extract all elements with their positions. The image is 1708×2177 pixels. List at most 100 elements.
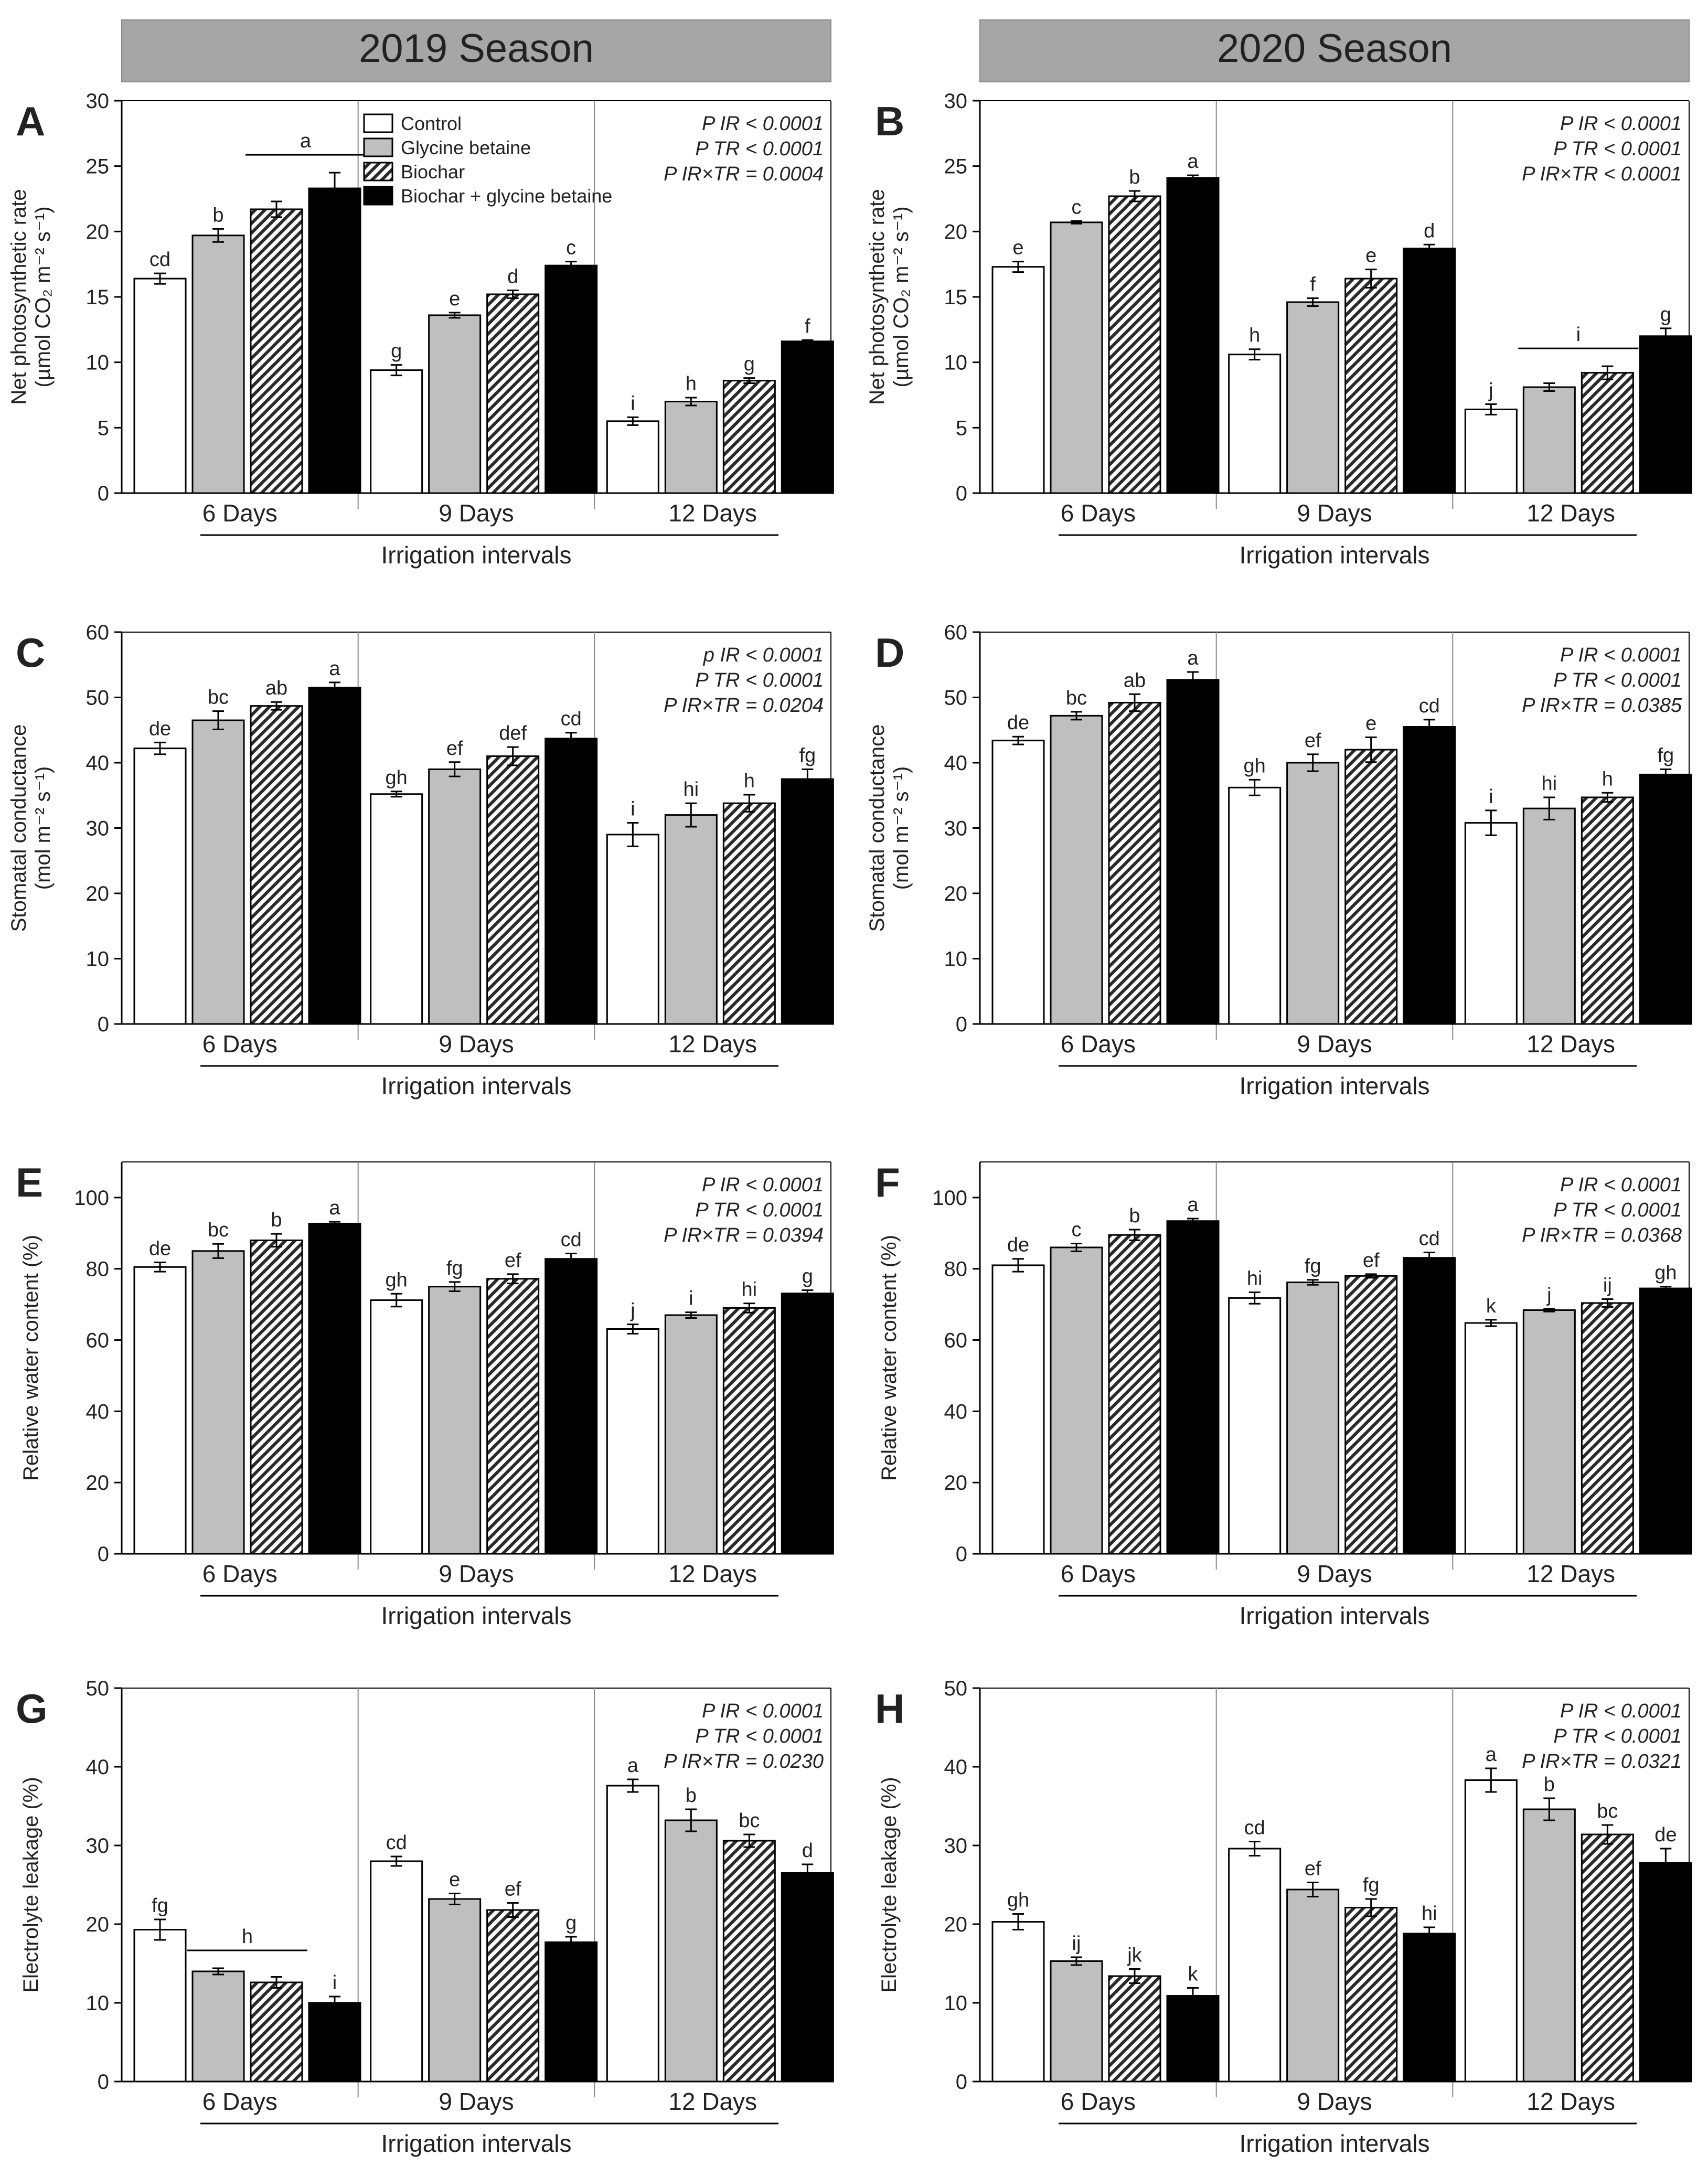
panel-c-bar — [191, 719, 245, 1025]
panel-c-sig-letter: a — [329, 658, 340, 680]
panel-b-sig-letter: e — [1012, 237, 1023, 259]
panel-d-sig-letter: fg — [1657, 744, 1674, 766]
panel-b-y-tick-label: 20 — [944, 220, 968, 243]
panel-d-y-axis-title: Stomatal conductance — [866, 724, 889, 932]
panel-f-y-tick-label: 100 — [932, 1187, 967, 1210]
panel-g-y-tick-label: 10 — [86, 1992, 110, 2015]
panel-b-bar — [1581, 372, 1634, 494]
panel-c-sig-letter: fg — [799, 744, 816, 766]
panel-b-bar — [1228, 354, 1282, 494]
panel-a-bar — [370, 369, 423, 494]
panel-g-y-tick-label: 40 — [86, 1756, 110, 1779]
panel-f-category-label: 6 Days — [1061, 1560, 1136, 1587]
panel-g-stat-line: P IR×TR = 0.0230 — [664, 1751, 824, 1773]
panel-f-sig-letter: fg — [1305, 1255, 1321, 1277]
panel-c-bar — [545, 738, 598, 1025]
panel-b-sig-letter: d — [1424, 220, 1435, 242]
panel-h-category-label: 12 Days — [1526, 2088, 1615, 2115]
panel-f-sig-letter: k — [1486, 1295, 1497, 1317]
panel-c-y-tick-label: 0 — [98, 1013, 109, 1036]
panel-a-bar — [606, 420, 659, 494]
panel-f-bar — [1464, 1322, 1518, 1555]
panel-b-y-tick-label: 10 — [944, 351, 968, 375]
panel-d-bar — [1522, 807, 1576, 1025]
panel-e-category-label: 9 Days — [439, 1560, 514, 1587]
panel-h-bar — [1464, 1779, 1518, 2083]
panel-g-sig-letter: bc — [739, 1810, 760, 1832]
panel-f-stat-line: P IR×TR = 0.0368 — [1522, 1224, 1682, 1246]
panel-b-sig-letter: j — [1488, 379, 1493, 401]
panel-e-y-tick-label: 80 — [86, 1258, 110, 1281]
panel-g-group-letter: h — [242, 1926, 253, 1948]
panel-e-letter: E — [16, 1159, 43, 1205]
panel-e-stat-line: P IR < 0.0001 — [702, 1174, 824, 1196]
panel-a-sig-letter: d — [507, 266, 518, 288]
panel-h-sig-letter: a — [1486, 1744, 1497, 1766]
panel-g-bar — [722, 1840, 776, 2083]
panel-a-sig-letter: e — [449, 288, 460, 310]
panel-e-category-label: 6 Days — [202, 1560, 277, 1587]
panel-h-stat-line: P IR×TR = 0.0321 — [1522, 1751, 1682, 1773]
panel-e-bar — [486, 1278, 540, 1555]
panel-c-sig-letter: bc — [208, 687, 229, 709]
panel-c-sig-letter: h — [744, 770, 755, 792]
panel-e-bar — [545, 1258, 598, 1555]
panel-d-bar — [1344, 749, 1398, 1025]
panel-c-bar — [250, 705, 303, 1025]
panel-d-sig-letter: ef — [1305, 730, 1321, 752]
panel-b-bar — [1050, 221, 1103, 494]
panel-b-bar — [1108, 195, 1161, 494]
panel-h-stat-line: P IR < 0.0001 — [1560, 1700, 1682, 1722]
panel-f-sig-letter: j — [1546, 1284, 1551, 1306]
panel-g-y-tick-label: 20 — [86, 1913, 110, 1936]
panel-c-sig-letter: i — [631, 798, 635, 820]
panel-b-sig-letter: g — [1660, 304, 1671, 326]
panel-h-sig-letter: b — [1544, 1774, 1555, 1796]
panel-a-bar — [545, 264, 598, 494]
panel-e-sig-letter: bc — [208, 1219, 229, 1241]
panel-c-bar — [428, 768, 482, 1025]
panel-c-bar — [781, 778, 834, 1025]
panel-a-y-tick-label: 25 — [86, 155, 110, 178]
panel-c-category-label: 9 Days — [439, 1030, 514, 1058]
panel-a-group-letter: a — [300, 130, 312, 152]
panel-a-x-axis-title: Irrigation intervals — [381, 541, 571, 569]
panel-f-bar — [1522, 1309, 1576, 1555]
panel-h-y-tick-label: 50 — [944, 1677, 968, 1700]
panel-b-stat-line: P TR < 0.0001 — [1553, 138, 1682, 160]
panel-g-bar — [664, 1819, 718, 2083]
panel-d-y-tick-label: 30 — [944, 817, 968, 840]
panel-e-bar — [428, 1286, 482, 1555]
panel-h-bar — [1108, 1975, 1161, 2083]
panel-d-bar — [1464, 822, 1518, 1025]
panel-B: 0 5 10 15 20 25 30 e c b a 6 Days h f e d 9 Days j g 12 Day… — [866, 90, 1692, 569]
legend-swatch-biochar-glycine-betaine — [363, 186, 393, 206]
panel-g-stat-line: P IR < 0.0001 — [702, 1700, 824, 1722]
panel-a-sig-letter: c — [566, 237, 576, 259]
panel-d-bar — [1286, 762, 1340, 1025]
panel-a-y-tick-label: 10 — [86, 351, 110, 375]
panel-f-sig-letter: cd — [1419, 1228, 1440, 1250]
panel-b-x-axis-title: Irrigation intervals — [1239, 541, 1429, 569]
panel-d-bar — [1166, 679, 1220, 1025]
panel-d-category-label: 12 Days — [1526, 1030, 1615, 1058]
panel-f-bar — [1228, 1297, 1282, 1555]
panel-f-letter: F — [875, 1159, 900, 1205]
panel-c-stat-line: p IR < 0.0001 — [703, 644, 824, 666]
panel-a-sig-letter: b — [212, 204, 223, 226]
panel-g-stat-line: P TR < 0.0001 — [695, 1725, 824, 1747]
panel-h-category-label: 6 Days — [1061, 2088, 1136, 2115]
panel-d-y-tick-label: 40 — [944, 752, 968, 775]
panel-d-sig-letter: h — [1602, 768, 1613, 790]
panel-b-bar — [1344, 278, 1398, 494]
panel-a-y-axis-title: (µmol CO₂ m⁻² s⁻¹) — [31, 206, 55, 387]
panel-a-category-label: 6 Days — [202, 499, 277, 527]
panel-f-y-tick-label: 60 — [944, 1329, 968, 1352]
panel-f-category-label: 9 Days — [1297, 1560, 1372, 1587]
panel-c-y-tick-label: 60 — [86, 621, 110, 644]
panel-e-stat-line: P IR×TR = 0.0394 — [664, 1224, 824, 1246]
panel-a-stat-line: P TR < 0.0001 — [695, 138, 824, 160]
panel-h-sig-letter: ef — [1305, 1858, 1321, 1880]
panel-a-category-label: 12 Days — [668, 499, 757, 527]
